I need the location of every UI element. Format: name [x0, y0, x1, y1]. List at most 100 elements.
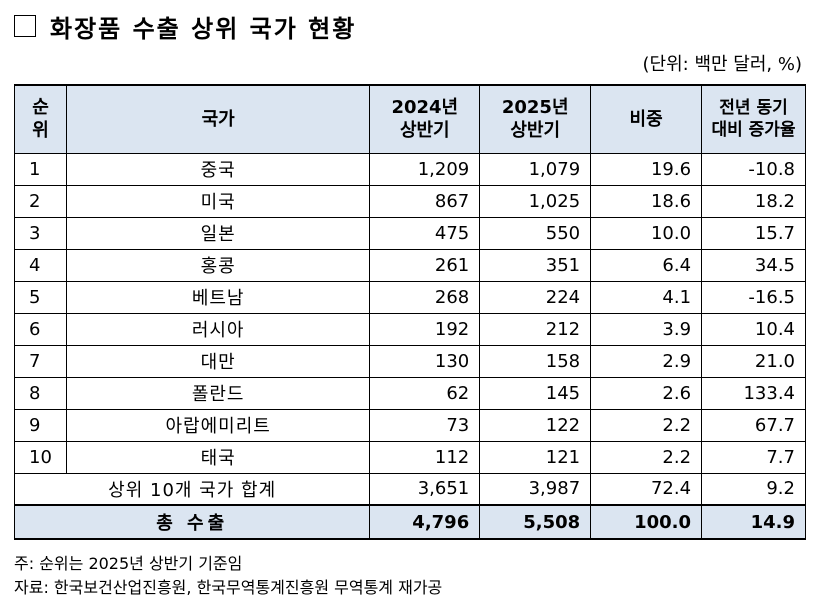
subtotal-label: 상위 10개 국가 합계 — [13, 472, 371, 506]
total-share: 100.0 — [590, 504, 703, 540]
table-row: 5 베트남 268 224 4.1 -16.5 — [14, 280, 806, 314]
page-title: 화장품 수출 상위 국가 현황 — [50, 13, 357, 43]
total-rate: 14.9 — [701, 504, 806, 540]
share-cell: 19.6 — [590, 152, 703, 186]
value-2025-cell: 158 — [479, 344, 592, 378]
table-row: 1 중국 1,209 1,079 19.6 -10.8 — [14, 152, 806, 186]
subtotal-share: 72.4 — [590, 472, 703, 506]
value-2024-cell: 62 — [369, 376, 481, 410]
title-row: 화장품 수출 상위 국가 현황 — [14, 8, 356, 44]
table-row: 9 아랍에미리트 73 122 2.2 67.7 — [14, 408, 806, 442]
header-2025-line1: 2025년 — [501, 96, 569, 118]
header-2025: 2025년 상반기 — [479, 84, 592, 154]
country-cell: 아랍에미리트 — [65, 408, 371, 442]
country-cell: 태국 — [65, 440, 371, 474]
table-row: 2 미국 867 1,025 18.6 18.2 — [14, 184, 806, 218]
value-2025-cell: 1,025 — [479, 184, 592, 218]
country-cell: 폴란드 — [65, 376, 371, 410]
table-row: 8 폴란드 62 145 2.6 133.4 — [14, 376, 806, 410]
value-2024-cell: 268 — [369, 280, 481, 314]
value-2025-cell: 121 — [479, 440, 592, 474]
title-box-icon — [14, 15, 36, 37]
table-row: 3 일본 475 550 10.0 15.7 — [14, 216, 806, 250]
growth-rate-cell: -10.8 — [701, 152, 806, 186]
share-cell: 2.2 — [590, 408, 703, 442]
unit-label: (단위: 백만 달러, %) — [642, 54, 802, 75]
total-2025: 5,508 — [479, 504, 592, 540]
rank-cell: 2 — [14, 184, 67, 218]
share-cell: 10.0 — [590, 216, 703, 250]
header-rank-line1: 순 — [32, 96, 49, 118]
share-cell: 6.4 — [590, 248, 703, 282]
country-cell: 일본 — [65, 216, 371, 250]
growth-rate-cell: -16.5 — [701, 280, 806, 314]
subtotal-2024: 3,651 — [369, 472, 481, 506]
value-2025-cell: 224 — [479, 280, 592, 314]
total-2024: 4,796 — [369, 504, 481, 540]
value-2025-cell: 550 — [479, 216, 592, 250]
subtotal-row: 상위 10개 국가 합계 3,651 3,987 72.4 9.2 — [13, 472, 806, 506]
rank-cell: 7 — [14, 344, 67, 378]
country-cell: 베트남 — [65, 280, 371, 314]
country-cell: 중국 — [65, 152, 371, 186]
share-cell: 2.9 — [590, 344, 703, 378]
growth-rate-cell: 10.4 — [701, 312, 806, 346]
header-rate-line1: 전년 동기 — [719, 98, 788, 119]
value-2024-cell: 112 — [369, 440, 481, 474]
header-growth-rate: 전년 동기 대비 증가율 — [701, 84, 806, 154]
value-2025-cell: 122 — [479, 408, 592, 442]
source-text: 자료: 한국보건산업진흥원, 한국무역통계진흥원 무역통계 재가공 — [14, 578, 443, 597]
value-2024-cell: 192 — [369, 312, 481, 346]
header-2024-line2: 상반기 — [399, 120, 450, 142]
header-rank: 순 위 — [14, 84, 67, 154]
growth-rate-cell: 15.7 — [701, 216, 806, 250]
value-2024-cell: 130 — [369, 344, 481, 378]
share-cell: 2.2 — [590, 440, 703, 474]
header-row: 순 위 국가 2024년 상반기 2025년 상반기 비중 전년 동기 대비 증… — [14, 84, 806, 154]
growth-rate-cell: 21.0 — [701, 344, 806, 378]
country-cell: 러시아 — [65, 312, 371, 346]
country-cell: 대만 — [65, 344, 371, 378]
rank-cell: 6 — [14, 312, 67, 346]
rank-cell: 10 — [14, 440, 67, 474]
header-2024: 2024년 상반기 — [369, 84, 481, 154]
rank-cell: 9 — [14, 408, 67, 442]
header-2024-line1: 2024년 — [391, 96, 459, 118]
subtotal-rate: 9.2 — [701, 472, 806, 506]
header-share: 비중 — [590, 84, 703, 154]
growth-rate-cell: 67.7 — [701, 408, 806, 442]
value-2025-cell: 212 — [479, 312, 592, 346]
country-cell: 홍콩 — [65, 248, 371, 282]
growth-rate-cell: 18.2 — [701, 184, 806, 218]
growth-rate-cell: 34.5 — [701, 248, 806, 282]
share-cell: 2.6 — [590, 376, 703, 410]
rank-cell: 1 — [14, 152, 67, 186]
value-2025-cell: 351 — [479, 248, 592, 282]
value-2024-cell: 1,209 — [369, 152, 481, 186]
share-cell: 18.6 — [590, 184, 703, 218]
growth-rate-cell: 7.7 — [701, 440, 806, 474]
header-rank-line2: 위 — [32, 120, 49, 142]
share-cell: 4.1 — [590, 280, 703, 314]
value-2025-cell: 1,079 — [479, 152, 592, 186]
subtotal-2025: 3,987 — [479, 472, 592, 506]
rank-cell: 8 — [14, 376, 67, 410]
table-row: 4 홍콩 261 351 6.4 34.5 — [14, 248, 806, 282]
header-2025-line2: 상반기 — [510, 120, 561, 142]
growth-rate-cell: 133.4 — [701, 376, 806, 410]
value-2024-cell: 73 — [369, 408, 481, 442]
country-cell: 미국 — [65, 184, 371, 218]
note-text: 주: 순위는 2025년 상반기 기준임 — [14, 554, 243, 573]
notes: 주: 순위는 2025년 상반기 기준임 자료: 한국보건산업진흥원, 한국무역… — [14, 552, 442, 600]
total-row: 총 수출 4,796 5,508 100.0 14.9 — [13, 504, 806, 540]
table-row: 10 태국 112 121 2.2 7.7 — [14, 440, 806, 474]
header-rate-line2: 대비 증가율 — [711, 120, 796, 141]
table-row: 7 대만 130 158 2.9 21.0 — [14, 344, 806, 378]
value-2024-cell: 261 — [369, 248, 481, 282]
rank-cell: 5 — [14, 280, 67, 314]
total-label: 총 수출 — [13, 504, 371, 540]
rank-cell: 3 — [14, 216, 67, 250]
value-2025-cell: 145 — [479, 376, 592, 410]
header-country: 국가 — [65, 84, 371, 154]
value-2024-cell: 867 — [369, 184, 481, 218]
